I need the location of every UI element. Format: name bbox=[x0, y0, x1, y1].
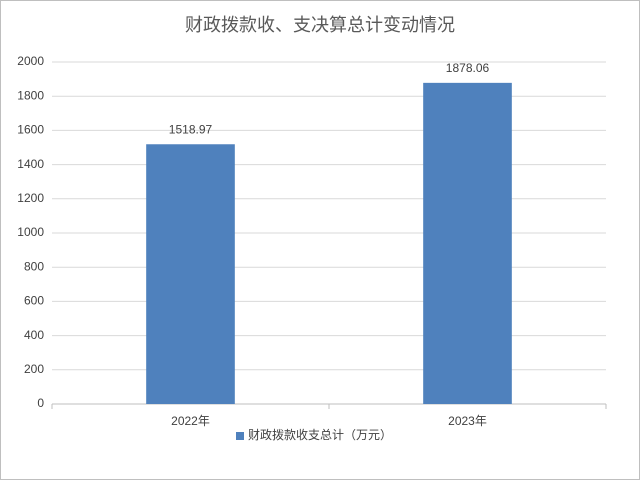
data-label: 1518.97 bbox=[169, 122, 213, 136]
legend-swatch bbox=[236, 432, 244, 440]
y-tick-label: 800 bbox=[24, 259, 44, 273]
bar bbox=[423, 82, 512, 404]
y-tick-label: 400 bbox=[24, 328, 44, 342]
y-tick-label: 1200 bbox=[17, 191, 44, 205]
legend-label: 财政拨款收支总计（万元） bbox=[248, 428, 392, 442]
y-tick-label: 1000 bbox=[17, 225, 44, 239]
y-tick-label: 600 bbox=[24, 294, 44, 308]
x-tick-label: 2022年 bbox=[171, 414, 210, 428]
y-tick-label: 1600 bbox=[17, 123, 44, 137]
chart-title: 财政拨款收、支决算总计变动情况 bbox=[185, 15, 455, 35]
bar bbox=[146, 144, 235, 404]
y-tick-label: 2000 bbox=[17, 54, 44, 68]
y-tick-label: 200 bbox=[24, 362, 44, 376]
x-tick-label: 2023年 bbox=[448, 414, 487, 428]
y-tick-label: 1800 bbox=[17, 88, 44, 102]
y-tick-label: 1400 bbox=[17, 157, 44, 171]
data-label: 1878.06 bbox=[446, 61, 490, 75]
y-tick-label: 0 bbox=[37, 396, 44, 410]
